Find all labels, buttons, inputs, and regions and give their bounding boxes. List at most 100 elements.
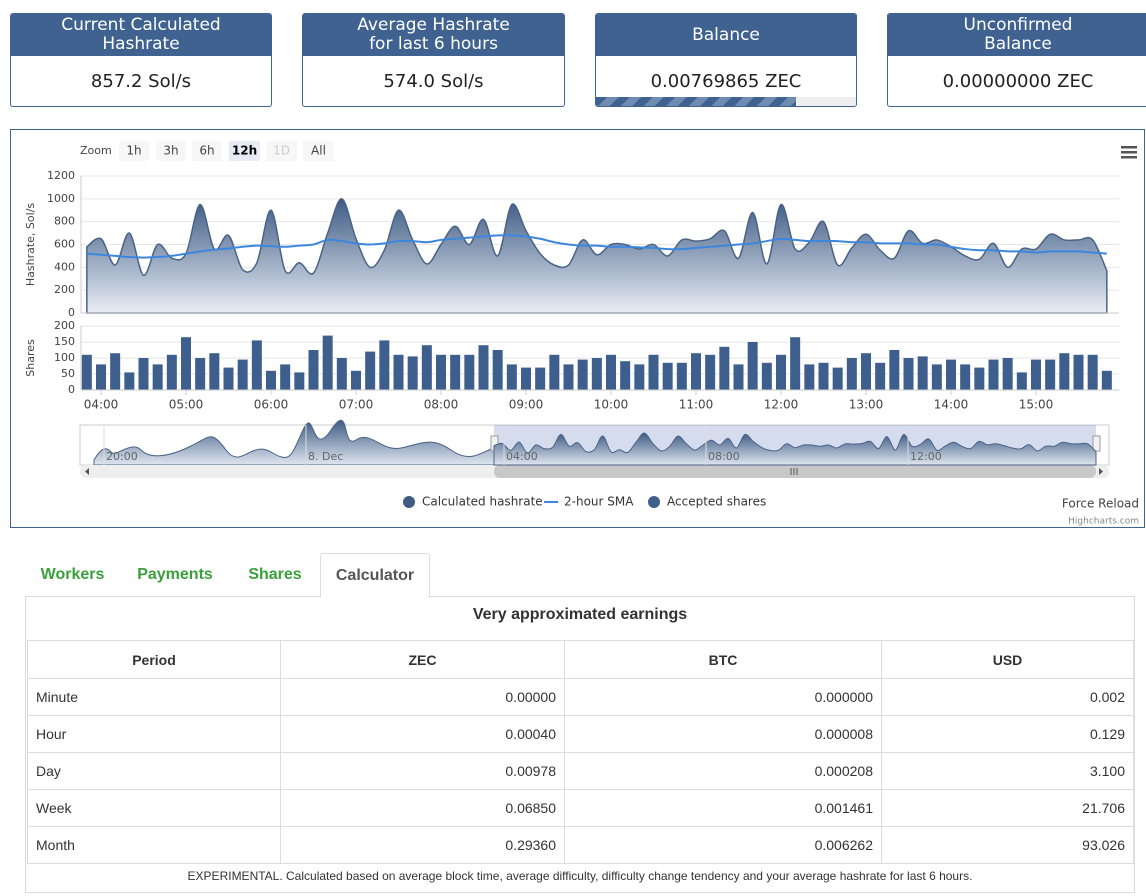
y-tick-label: 200 [54,283,75,296]
bar [606,354,616,390]
bar [535,367,546,390]
navigator-label: 20:00 [106,450,138,463]
stat-card: Current Calculated Hashrate 857.2 Sol/s [10,13,272,107]
table-cell: 0.002 [881,678,1134,716]
card-value: 857.2 Sol/s [90,71,192,92]
card-value: 574.0 Sol/s [383,71,484,92]
table-cell: 0.000008 [564,715,882,753]
x-tick-label: 13:00 [849,398,884,412]
bar [336,358,347,390]
x-tick-label: 09:00 [509,398,544,412]
card-value: 0.00769865 ZEC [650,71,802,92]
table-cell: 0.000000 [564,678,882,716]
bar [761,362,772,390]
card-value: 0.00000000 ZEC [942,71,1094,92]
bar [861,353,871,390]
x-tick-label: 12:00 [764,398,799,412]
navigator-label: 12:00 [910,450,942,463]
table-cell: 0.006262 [564,826,882,864]
y-tick-label: 1200 [47,169,75,182]
card-title: Balance [596,14,856,56]
table-title: Very approximated earnings [472,606,688,623]
bar [81,354,92,390]
bar [705,354,716,390]
zoom-button[interactable] [229,141,260,161]
navigator-history [93,419,495,466]
bar [280,364,291,390]
zoom-button[interactable] [119,141,149,161]
navigator-handle[interactable] [1092,435,1101,452]
bar [946,359,956,390]
x-tick-label: 10:00 [594,398,629,412]
legend-label[interactable]: Accepted shares [667,495,766,509]
y-tick-label: 100 [54,351,75,364]
card-title: Current Calculated Hashrate [11,14,271,56]
force-reload[interactable]: Force Reload [1062,497,1139,511]
credits[interactable]: Highcharts.com [1068,517,1139,527]
x-tick-label: 07:00 [339,398,374,412]
card-title: Average Hashrate for last 6 hours [303,14,564,56]
table-cell: 0.000208 [564,752,882,790]
stat-card: Average Hashrate for last 6 hours 574.0 S… [302,13,565,107]
zoom-button-label: 3h [163,144,178,158]
chart: Zoom Force Reload Highcharts.com 1h 3h 6h 1… [24,141,1139,527]
table-row: Month 0.29360 0.006262 93.026 [27,826,1134,864]
y-tick-label: 200 [54,319,75,332]
bar [917,356,928,390]
bar [1073,354,1084,390]
tab[interactable]: Payments [137,566,213,583]
zoom-button-label: 12h [232,144,257,158]
table-cell: Minute [27,678,281,716]
bar [903,358,914,390]
stat-card: Unconfirmed Balance 0.00000000 ZEC [887,13,1146,107]
bar [96,364,106,390]
zoom-button[interactable] [156,141,186,161]
x-tick-label: 05:00 [169,398,204,412]
bar [351,370,361,390]
bar [591,358,602,390]
scrollbar-thumb[interactable] [494,465,1096,478]
y-tick-label: 50 [61,367,75,380]
bar [450,354,461,390]
bar [506,364,517,390]
area [86,198,1108,314]
bar [662,362,673,390]
tab[interactable]: Shares [248,566,302,583]
bar [1002,358,1013,390]
bar [634,364,645,390]
header-cell: USD [881,640,1134,679]
bar [421,345,432,390]
bar [436,354,446,390]
zoom-button-label: All [311,144,326,158]
legend-symbol [403,496,415,508]
y-tick-label: 0 [68,383,75,396]
bar [478,345,489,390]
tab[interactable]: Calculator [320,553,430,598]
bar [1016,372,1027,390]
bar [832,367,843,390]
menu-icon[interactable] [1121,146,1137,159]
stat-card: Balance 0.00769865 ZEC [595,13,857,107]
y-tick-label: 600 [54,238,75,251]
scroll-grip [790,468,798,475]
table-cell: 0.001461 [564,789,882,827]
y-tick-label: 1000 [47,192,75,205]
legend-label[interactable]: Calculated hashrate [422,495,543,509]
y-axis-title: Shares [24,339,37,377]
header-cell: Period [27,640,281,679]
bar [407,356,418,390]
bar [266,370,276,390]
table-row: Hour 0.00040 0.000008 0.129 [27,715,1134,753]
progress-fill [596,97,797,106]
zoom-button[interactable] [192,141,222,161]
x-tick-label: 14:00 [934,398,969,412]
zoom-button[interactable] [303,141,334,161]
bar [365,351,376,390]
y-axis-title: Hashrate, Sol/s [24,203,37,287]
zoom-button-label: 1h [126,144,141,158]
legend-symbol [648,496,660,508]
tab[interactable]: Workers [40,566,105,583]
legend-label[interactable]: 2-hour SMA [564,495,634,509]
table-cell: 0.29360 [280,826,565,864]
